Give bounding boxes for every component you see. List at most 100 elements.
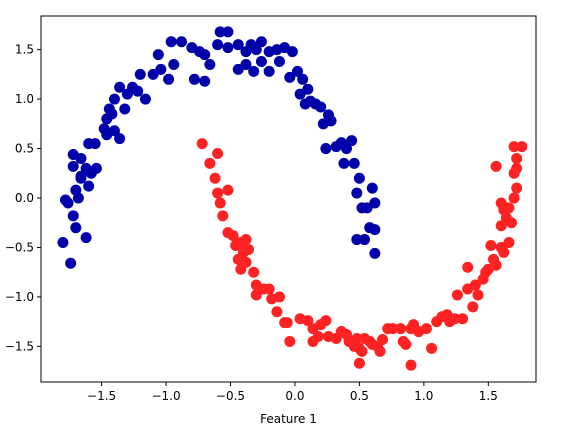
data-point [506, 217, 518, 229]
data-point [263, 65, 275, 77]
data-point [369, 197, 381, 209]
data-point [80, 162, 92, 174]
x-tick-label: 0.5 [350, 389, 369, 403]
data-point [188, 73, 200, 85]
data-point [284, 71, 296, 83]
x-tick-label: 1.0 [414, 389, 433, 403]
data-point [369, 247, 381, 259]
data-point [467, 301, 479, 313]
data-point [302, 315, 314, 327]
data-point [163, 73, 175, 85]
data-point [199, 49, 211, 61]
data-point [196, 138, 208, 150]
data-point [320, 315, 332, 327]
data-point [83, 180, 95, 192]
data-point [75, 172, 87, 184]
data-point [457, 313, 469, 325]
data-point [348, 157, 360, 169]
data-point [248, 65, 260, 77]
data-point [176, 36, 188, 48]
data-point [108, 125, 120, 137]
data-point [351, 187, 363, 199]
data-point [485, 239, 497, 251]
series-1 [196, 138, 528, 371]
data-point [353, 357, 365, 369]
data-point [508, 141, 520, 153]
data-point [57, 237, 69, 249]
data-point [426, 342, 438, 354]
x-tick-label: 1.5 [479, 389, 498, 403]
data-point [516, 141, 528, 153]
plot-frame [40, 15, 537, 383]
data-point [346, 135, 358, 147]
data-point [108, 93, 120, 105]
data-point [263, 283, 275, 295]
data-point [199, 75, 211, 87]
data-point [302, 83, 314, 95]
data-point [90, 162, 102, 174]
data-point [369, 224, 381, 236]
data-point [341, 143, 353, 155]
data-point [511, 152, 523, 164]
data-point [503, 202, 515, 214]
data-point [227, 230, 239, 242]
data-point [80, 232, 92, 244]
data-point [292, 65, 304, 77]
data-point [366, 182, 378, 194]
data-point [155, 63, 167, 75]
data-point [214, 26, 226, 38]
data-point [222, 184, 234, 196]
data-point [312, 330, 324, 342]
data-point [338, 157, 350, 169]
x-axis-label: Feature 1 [260, 412, 317, 426]
data-point [297, 73, 309, 85]
y-tick-label: 1.0 [15, 92, 34, 106]
data-point [281, 317, 293, 329]
data-point [114, 81, 126, 93]
data-point [498, 246, 510, 258]
data-point [139, 93, 151, 105]
data-point [315, 101, 327, 113]
data-point [212, 39, 224, 51]
data-point [490, 259, 502, 271]
data-point [168, 58, 180, 70]
data-point [65, 257, 77, 269]
data-point [255, 56, 267, 68]
data-point [462, 261, 474, 273]
data-point [248, 266, 260, 278]
data-point [511, 182, 523, 194]
y-tick-label: −1.5 [5, 339, 34, 353]
data-point [222, 42, 234, 54]
y-tick-label: 0.0 [15, 191, 34, 205]
data-point [212, 187, 224, 199]
data-point [209, 172, 221, 184]
data-point [469, 279, 481, 291]
data-point [70, 222, 82, 234]
data-point [132, 85, 144, 97]
data-point [472, 289, 484, 301]
data-point [273, 291, 285, 303]
data-point [250, 289, 262, 301]
data-point [322, 109, 334, 121]
data-point [511, 162, 523, 174]
data-point [508, 192, 520, 204]
data-point [222, 26, 234, 38]
data-point [490, 160, 502, 172]
data-point [204, 58, 216, 70]
data-point [286, 46, 298, 58]
data-point [449, 313, 461, 325]
data-point [273, 56, 285, 68]
data-point [284, 335, 296, 347]
data-point [353, 172, 365, 184]
data-point [212, 147, 224, 159]
data-point [101, 113, 113, 125]
data-point [152, 49, 164, 61]
data-point [356, 345, 368, 357]
data-point [374, 345, 386, 357]
y-tick-label: 0.5 [15, 142, 34, 156]
data-point [75, 152, 87, 164]
data-point [243, 243, 255, 255]
data-point [62, 197, 74, 209]
y-tick-label: 1.5 [15, 43, 34, 57]
